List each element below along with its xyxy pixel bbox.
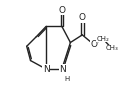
Text: H: H xyxy=(64,76,70,82)
Text: N: N xyxy=(59,65,66,74)
Text: O: O xyxy=(79,13,86,22)
Text: CH₃: CH₃ xyxy=(105,45,118,51)
Text: O: O xyxy=(90,40,97,49)
Text: N: N xyxy=(43,65,50,74)
Text: CH₂: CH₂ xyxy=(96,36,109,42)
Text: O: O xyxy=(58,6,65,15)
